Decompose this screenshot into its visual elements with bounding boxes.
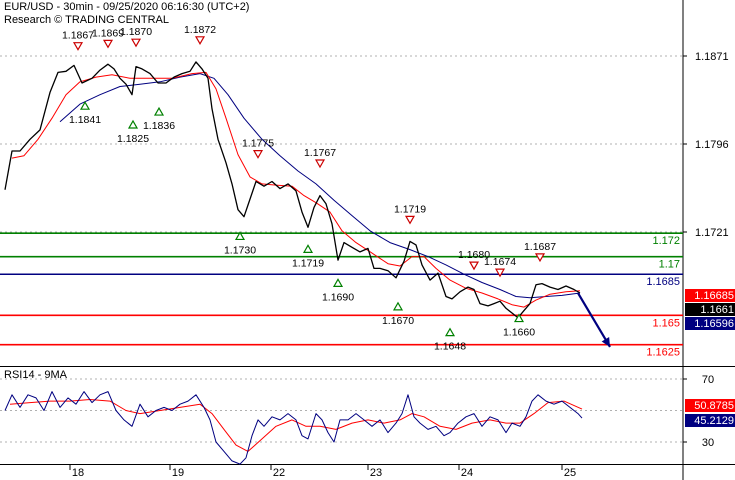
peak-marker-2 xyxy=(130,38,142,48)
rsi-level-label-2: 30 xyxy=(702,437,714,449)
rsi-title: RSI14 - 9MA xyxy=(4,369,68,381)
peak-label-8: 1.1674 xyxy=(484,256,516,268)
time-tick-label-0: 18 xyxy=(72,467,84,479)
price-tag-2: 1.16596 xyxy=(694,318,734,330)
peak-label-7: 1.1680 xyxy=(458,249,490,261)
price-tag-bg-0 xyxy=(685,289,735,302)
forecast-arrow-head xyxy=(601,337,610,347)
price-tag-bg-2 xyxy=(685,317,735,330)
rsi-tag-1: 45.2129 xyxy=(694,415,734,427)
level-label-1: 1.17 xyxy=(659,259,680,271)
time-tick-label-2: 22 xyxy=(273,467,285,479)
time-tick-label-3: 23 xyxy=(370,467,382,479)
trough-marker-4 xyxy=(302,244,314,253)
price-tag-0: 1.16685 xyxy=(694,290,734,302)
rsi-tag-bg-0 xyxy=(685,399,735,412)
peak-marker-6 xyxy=(404,215,416,225)
trough-label-3: 1.1730 xyxy=(224,244,256,256)
price-tick-label-2: 1.1721 xyxy=(695,227,729,239)
price-tick-label-0: 1.1871 xyxy=(695,51,729,63)
trough-label-1: 1.1825 xyxy=(117,133,149,145)
peak-label-1: 1.1869 xyxy=(92,27,124,39)
trough-label-2: 1.1836 xyxy=(143,120,175,132)
time-tick-label-4: 24 xyxy=(461,467,473,479)
peak-label-9: 1.1687 xyxy=(524,241,556,253)
price-line xyxy=(4,61,581,319)
peak-marker-5 xyxy=(314,159,326,169)
peak-marker-3 xyxy=(194,36,206,46)
level-label-4: 1.1625 xyxy=(646,347,680,359)
trough-label-7: 1.1648 xyxy=(434,341,466,353)
peak-label-2: 1.1870 xyxy=(120,26,152,38)
rsi-tag-0: 50.8785 xyxy=(694,400,734,412)
trough-marker-3 xyxy=(234,231,246,241)
price-tick-label-1: 1.1796 xyxy=(695,139,729,151)
peak-label-4: 1.1775 xyxy=(242,138,274,150)
peak-marker-0 xyxy=(72,42,84,51)
chart-title: EUR/USD - 30min - 09/25/2020 06:16:30 (U… xyxy=(4,1,250,13)
rsi-tag-bg-1 xyxy=(685,414,735,427)
time-tick-label-5: 25 xyxy=(564,467,576,479)
peak-label-6: 1.1719 xyxy=(394,203,426,215)
peak-marker-8 xyxy=(494,268,506,278)
peak-label-5: 1.1767 xyxy=(304,147,336,159)
peak-label-3: 1.1872 xyxy=(184,24,216,36)
chart-copyright: Research © TRADING CENTRAL xyxy=(4,14,169,26)
trough-label-8: 1.1660 xyxy=(503,327,535,339)
trough-marker-1 xyxy=(127,119,139,129)
peak-marker-7 xyxy=(468,261,480,271)
trough-marker-6 xyxy=(392,301,404,311)
trough-marker-8 xyxy=(513,313,525,323)
level-label-0: 1.172 xyxy=(652,235,680,247)
trough-marker-5 xyxy=(332,278,344,287)
trough-label-0: 1.1841 xyxy=(69,114,101,126)
rsi-ma-line xyxy=(9,399,583,452)
time-tick-label-1: 19 xyxy=(172,467,184,479)
price-tag-1: 1.1661 xyxy=(700,304,734,316)
peak-marker-4 xyxy=(252,150,264,159)
peak-marker-9 xyxy=(534,253,546,263)
ma-fast-line xyxy=(11,71,581,308)
trough-marker-7 xyxy=(444,327,456,337)
trough-marker-0 xyxy=(79,100,91,110)
trough-label-5: 1.1690 xyxy=(322,291,354,303)
trough-label-6: 1.1670 xyxy=(382,315,414,327)
peak-label-0: 1.1867 xyxy=(62,30,94,42)
peak-marker-1 xyxy=(102,39,114,49)
trough-marker-2 xyxy=(153,106,165,116)
forecast-arrow-shaft xyxy=(577,292,611,348)
trough-label-4: 1.1719 xyxy=(292,257,324,269)
rsi-line xyxy=(4,391,583,465)
level-label-2: 1.1685 xyxy=(646,276,680,288)
rsi-level-label-0: 70 xyxy=(702,374,714,386)
level-label-3: 1.165 xyxy=(652,317,680,329)
price-tag-bg-1 xyxy=(685,303,735,316)
